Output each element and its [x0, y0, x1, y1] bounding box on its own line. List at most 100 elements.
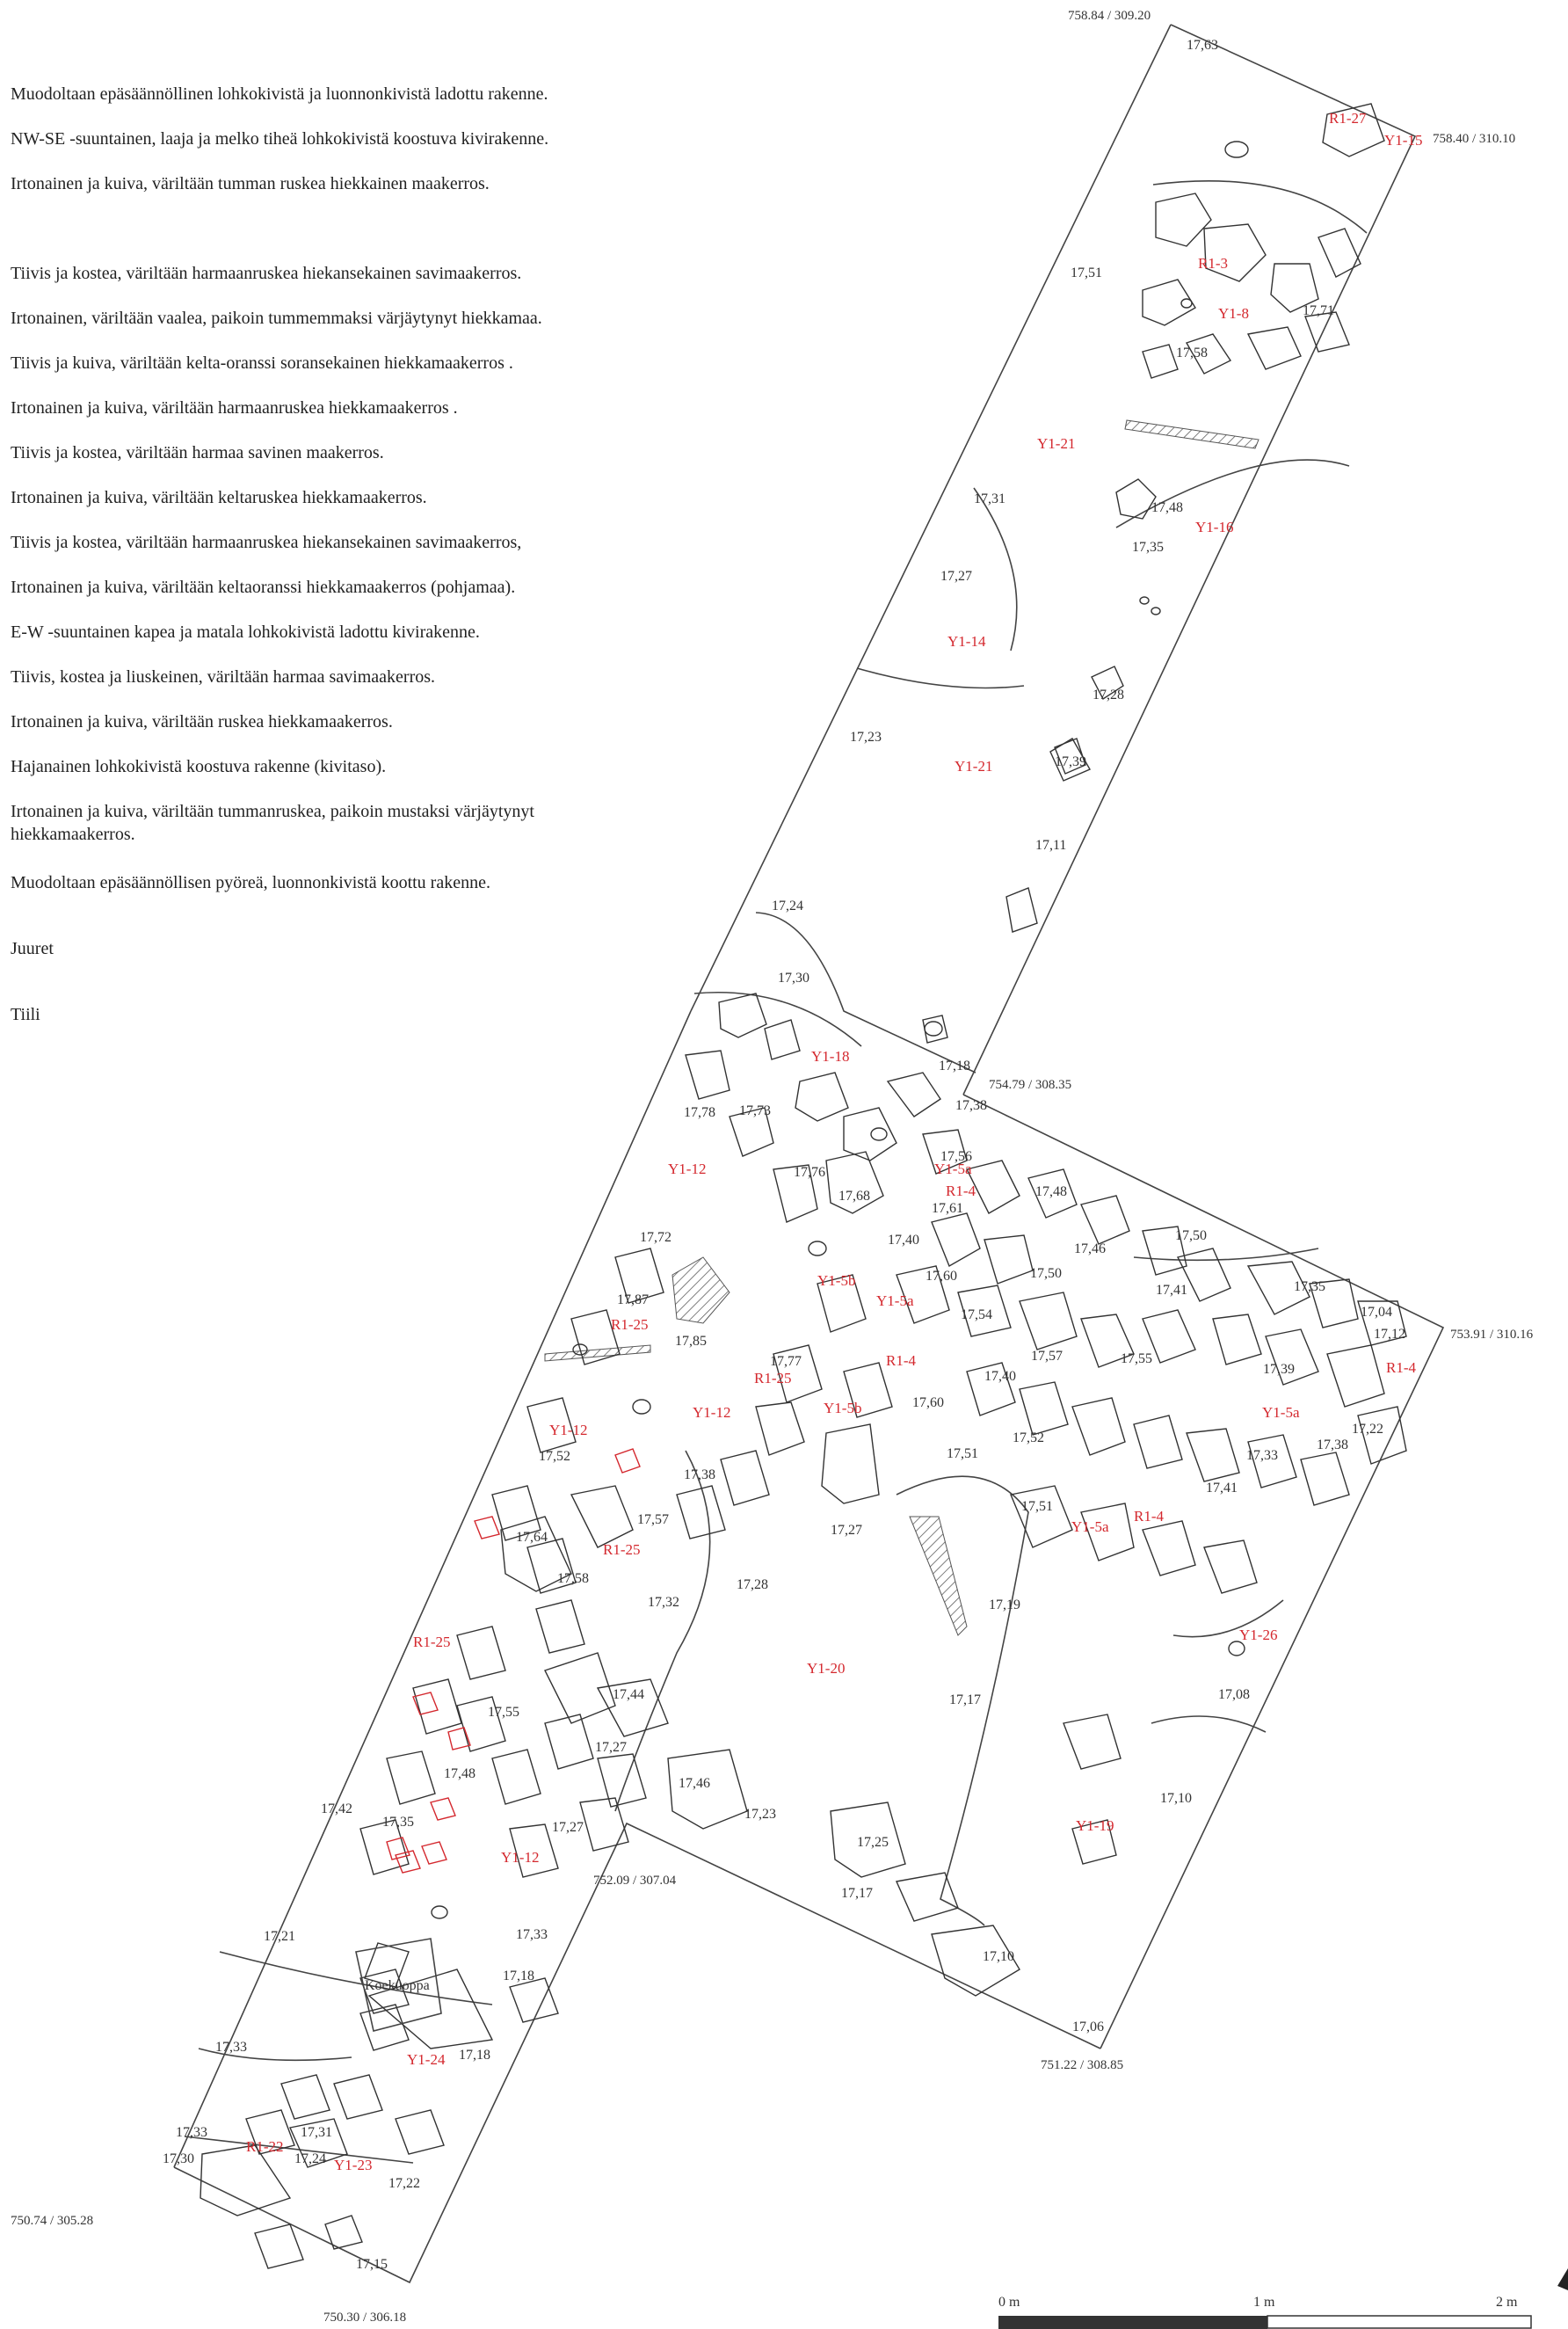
elevation-label: 17,48 [1035, 1184, 1067, 1199]
scale-label-1: 1 m [1253, 2295, 1275, 2310]
context-label: R1-27 [1329, 110, 1367, 127]
elevation-label: 17,52 [1013, 1430, 1044, 1445]
red-stones [386, 1448, 641, 1874]
elevation-label: 17,77 [770, 1354, 802, 1369]
legend-item: Tiivis ja kostea, väriltään harmaanruske… [11, 533, 522, 552]
coord-label: 752.09 / 307.04 [593, 1874, 677, 1888]
coord-label: 751.22 / 308.85 [1041, 2058, 1123, 2072]
context-label: Y1-26 [1239, 1627, 1277, 1643]
elevation-label: 17,42 [321, 1801, 352, 1816]
elevation-label: 17,17 [841, 1886, 873, 1901]
elevation-label: 17,72 [640, 1230, 671, 1245]
elevation-label: 17,40 [888, 1233, 919, 1248]
legend-item: Tiili [11, 1005, 40, 1024]
elevation-label: 17,27 [552, 1820, 584, 1835]
elevation-label: 17,48 [1151, 500, 1183, 515]
elevation-label: 17,60 [912, 1395, 944, 1410]
elevation-label: 17,33 [516, 1927, 548, 1942]
elevation-label: 17,35 [1294, 1279, 1325, 1294]
legend-item: Muodoltaan epäsäännöllisen pyöreä, luonn… [11, 873, 490, 892]
elevation-label: 17,17 [949, 1692, 981, 1707]
context-label: R1-25 [611, 1316, 649, 1333]
legend-item: Tiivis ja kuiva, väriltään kelta-oranssi… [11, 353, 513, 373]
coord-label: 750.74 / 305.28 [11, 2214, 93, 2228]
coord-label: 758.84 / 309.20 [1068, 9, 1151, 23]
elevation-label: 17,23 [850, 730, 882, 745]
elevation-label: 17,87 [617, 1292, 649, 1307]
elevation-label: 17,61 [932, 1201, 963, 1216]
legend-item: Irtonainen ja kuiva, väriltään keltaoran… [11, 578, 516, 597]
elevation-label: 17,76 [794, 1165, 825, 1180]
elevation-label: 17,33 [215, 2040, 247, 2055]
context-label: Y1-12 [668, 1161, 706, 1177]
context-label: R1-25 [754, 1370, 792, 1386]
elevation-label: 17,73 [739, 1103, 771, 1118]
context-label: Y1-5b [824, 1400, 861, 1416]
elevation-label: 17,27 [831, 1523, 862, 1538]
legend-item: Irtonainen ja kuiva, väriltään tummanrus… [11, 802, 534, 844]
elevation-label: 17,33 [1246, 1448, 1278, 1463]
context-label: Y1-12 [693, 1404, 730, 1421]
legend-item: Tiivis ja kostea, väriltään harmaanruske… [11, 264, 522, 283]
elevation-label: 17,08 [1218, 1687, 1250, 1702]
elevation-label: 17,55 [488, 1705, 519, 1720]
elevation-label: 17,38 [684, 1467, 715, 1482]
context-label: R1-4 [886, 1352, 917, 1369]
elevation-label: 17,31 [301, 2125, 332, 2140]
context-label: Y1-24 [407, 2051, 446, 2068]
elevation-label: 17,06 [1072, 2020, 1104, 2034]
elevation-label: 17,10 [1160, 1791, 1192, 1806]
elevation-label: 17,27 [940, 569, 972, 584]
elevation-label: 17,58 [557, 1571, 589, 1586]
stones [200, 103, 1407, 2269]
elevation-label: 17,48 [444, 1766, 475, 1781]
context-label: R1-4 [946, 1183, 976, 1199]
context-label: Y1-21 [955, 758, 992, 775]
context-label: Y1-5b [817, 1272, 855, 1289]
context-label: R1-22 [246, 2138, 284, 2155]
elevation-label: 17,10 [983, 1949, 1014, 1964]
elevation-label: 17,30 [163, 2151, 194, 2166]
elevation-label: 17,32 [648, 1595, 679, 1610]
context-label: R1-25 [413, 1634, 451, 1650]
context-label: R1-4 [1386, 1359, 1417, 1376]
context-label: R1-3 [1198, 255, 1228, 272]
scale-segment-light [1267, 2315, 1532, 2329]
legend-item: Irtonainen ja kuiva, väriltään tumman ru… [11, 174, 490, 193]
elevation-label: 17,19 [989, 1598, 1020, 1612]
legend-item: NW-SE -suuntainen, laaja ja melko tiheä … [11, 129, 549, 149]
elevation-label: 17,38 [1317, 1437, 1348, 1452]
scale-segment-dark [998, 2316, 1267, 2329]
elevation-label: 17,24 [294, 2151, 326, 2166]
elevation-label: 17,27 [595, 1740, 627, 1755]
context-label: Y1-5a [1071, 1518, 1109, 1535]
elevation-label: 17,46 [679, 1776, 710, 1791]
context-label: Y1-18 [811, 1048, 849, 1065]
legend-item: E-W -suuntainen kapea ja matala lohkokiv… [11, 622, 480, 642]
context-labels: R1-27 Y1-15 R1-3 Y1-8 Y1-21 Y1-16 Y1-14 … [246, 110, 1422, 2173]
elevation-label: 17,15 [356, 2257, 388, 2272]
elevation-label: 17,39 [1263, 1362, 1295, 1377]
elevation-label: 17,51 [1071, 266, 1102, 280]
elevation-label: 17,56 [940, 1149, 972, 1164]
scale-bar: 0 m 1 m 2 m [998, 2268, 1568, 2329]
elevation-label: 17,30 [778, 971, 809, 986]
elevation-label: 17,85 [675, 1334, 707, 1349]
context-label: Y1-19 [1076, 1817, 1114, 1834]
coord-label: 754.79 / 308.35 [989, 1078, 1071, 1092]
legend-item: Hajanainen lohkokivistä koostuva rakenne… [11, 757, 387, 776]
legend-item: Tiivis ja kostea, väriltään harmaa savin… [11, 443, 384, 462]
elevation-label: 17,51 [1021, 1499, 1053, 1514]
context-label: Y1-21 [1037, 435, 1075, 452]
elevation-label: 17,40 [984, 1369, 1016, 1384]
elevation-label: 17,41 [1206, 1481, 1238, 1496]
elevation-label: 17,11 [1035, 838, 1066, 853]
context-label: Y1-5a [934, 1161, 972, 1177]
elevation-label: 17,22 [388, 2176, 420, 2191]
context-label: Y1-20 [807, 1660, 845, 1677]
north-arrow-icon [1557, 2268, 1568, 2290]
elevation-label: 17,64 [516, 1530, 548, 1545]
context-label: Y1-12 [549, 1422, 587, 1438]
coordinate-labels: 758.84 / 309.20 758.40 / 310.10 754.79 /… [11, 9, 1534, 2325]
elevation-label: 17,35 [382, 1815, 414, 1830]
